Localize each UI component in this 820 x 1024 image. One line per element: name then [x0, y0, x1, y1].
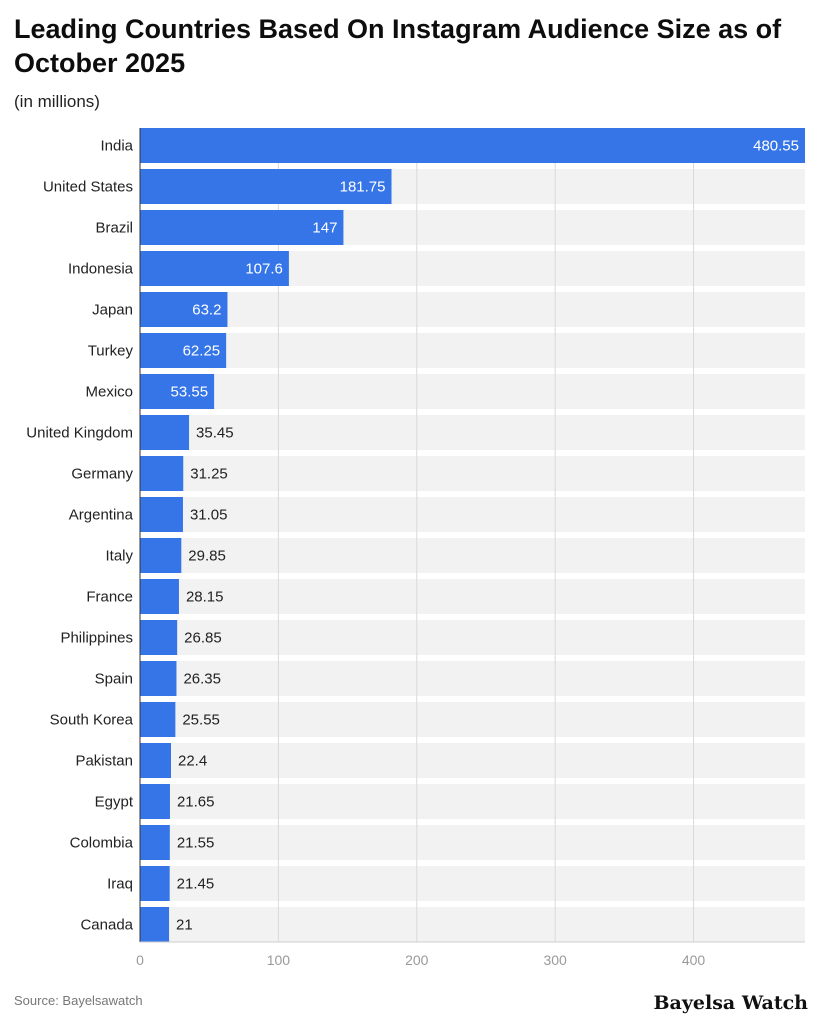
data-label: 31.25 [190, 466, 228, 483]
row-band [140, 784, 805, 819]
bar [140, 620, 178, 655]
category-label: Spain [95, 671, 133, 688]
row-band [140, 866, 805, 901]
bar [140, 907, 170, 942]
row-band [140, 579, 805, 614]
source-note: Source: Bayelsawatch [14, 993, 143, 1008]
row-band [140, 702, 805, 737]
row-band [140, 292, 805, 327]
bar [140, 415, 190, 450]
row-band [140, 497, 805, 532]
bar [140, 292, 228, 327]
category-label: Philippines [60, 630, 133, 647]
data-label: 22.4 [178, 753, 207, 770]
category-label: Japan [92, 302, 133, 319]
data-label: 26.35 [183, 671, 221, 688]
category-label: South Korea [50, 712, 134, 729]
category-label: Iraq [107, 876, 133, 893]
tick-label: 300 [543, 952, 567, 968]
data-label: 480.55 [753, 138, 799, 155]
data-label: 29.85 [188, 548, 226, 565]
data-label: 63.2 [192, 302, 221, 319]
row-band [140, 456, 805, 491]
data-label: 21.55 [177, 835, 215, 852]
data-label: 107.6 [245, 261, 283, 278]
category-label: Brazil [95, 220, 133, 237]
bar [140, 251, 289, 286]
bar [140, 456, 184, 491]
category-label: Pakistan [75, 753, 133, 770]
tick-label: 0 [136, 952, 144, 968]
category-label: Turkey [88, 343, 134, 360]
bar [140, 538, 182, 573]
data-label: 28.15 [186, 589, 224, 606]
data-label: 53.55 [171, 384, 209, 401]
bar [140, 579, 179, 614]
tick-label: 400 [682, 952, 706, 968]
data-label: 25.55 [182, 712, 220, 729]
category-label: Argentina [69, 507, 134, 524]
data-label: 26.85 [184, 630, 222, 647]
chart-subtitle: (in millions) [14, 92, 100, 111]
data-label: 21.65 [177, 794, 215, 811]
bar [140, 333, 227, 368]
row-band [140, 415, 805, 450]
data-label: 35.45 [196, 425, 234, 442]
row-band [140, 743, 805, 778]
data-label: 147 [312, 220, 337, 237]
bar [140, 702, 176, 737]
bar [140, 743, 171, 778]
data-label: 21 [176, 917, 193, 934]
tick-label: 200 [405, 952, 429, 968]
category-label: Canada [80, 917, 133, 934]
bar [140, 374, 215, 409]
row-band [140, 374, 805, 409]
bar-chart: India 480.55 United States 181.75 Brazil 147 I… [26, 128, 805, 968]
tick-label: 100 [267, 952, 291, 968]
brand-logo: Bayelsa Watch [653, 992, 809, 1014]
bar [140, 825, 170, 860]
bar [140, 661, 177, 696]
row-band [140, 661, 805, 696]
category-label: Colombia [70, 835, 134, 852]
category-label: United Kingdom [26, 425, 133, 442]
data-label: 31.05 [190, 507, 228, 524]
bar [140, 497, 183, 532]
category-label: United States [43, 179, 133, 196]
bar [140, 866, 170, 901]
row-band [140, 538, 805, 573]
bar [140, 210, 344, 245]
chart-title: Leading Countries Based On Instagram Aud… [14, 14, 782, 78]
bar [140, 169, 392, 204]
row-band [140, 825, 805, 860]
category-label: France [86, 589, 133, 606]
data-label: 21.45 [177, 876, 215, 893]
category-label: Egypt [95, 794, 134, 811]
row-band [140, 620, 805, 655]
category-label: Mexico [85, 384, 133, 401]
row-band [140, 333, 805, 368]
bar [140, 128, 805, 163]
row-band [140, 907, 805, 942]
data-label: 62.25 [183, 343, 221, 360]
category-label: Italy [105, 548, 133, 565]
category-label: India [100, 138, 133, 155]
bar [140, 784, 170, 819]
category-label: Indonesia [68, 261, 134, 278]
category-label: Germany [71, 466, 133, 483]
data-label: 181.75 [340, 179, 386, 196]
